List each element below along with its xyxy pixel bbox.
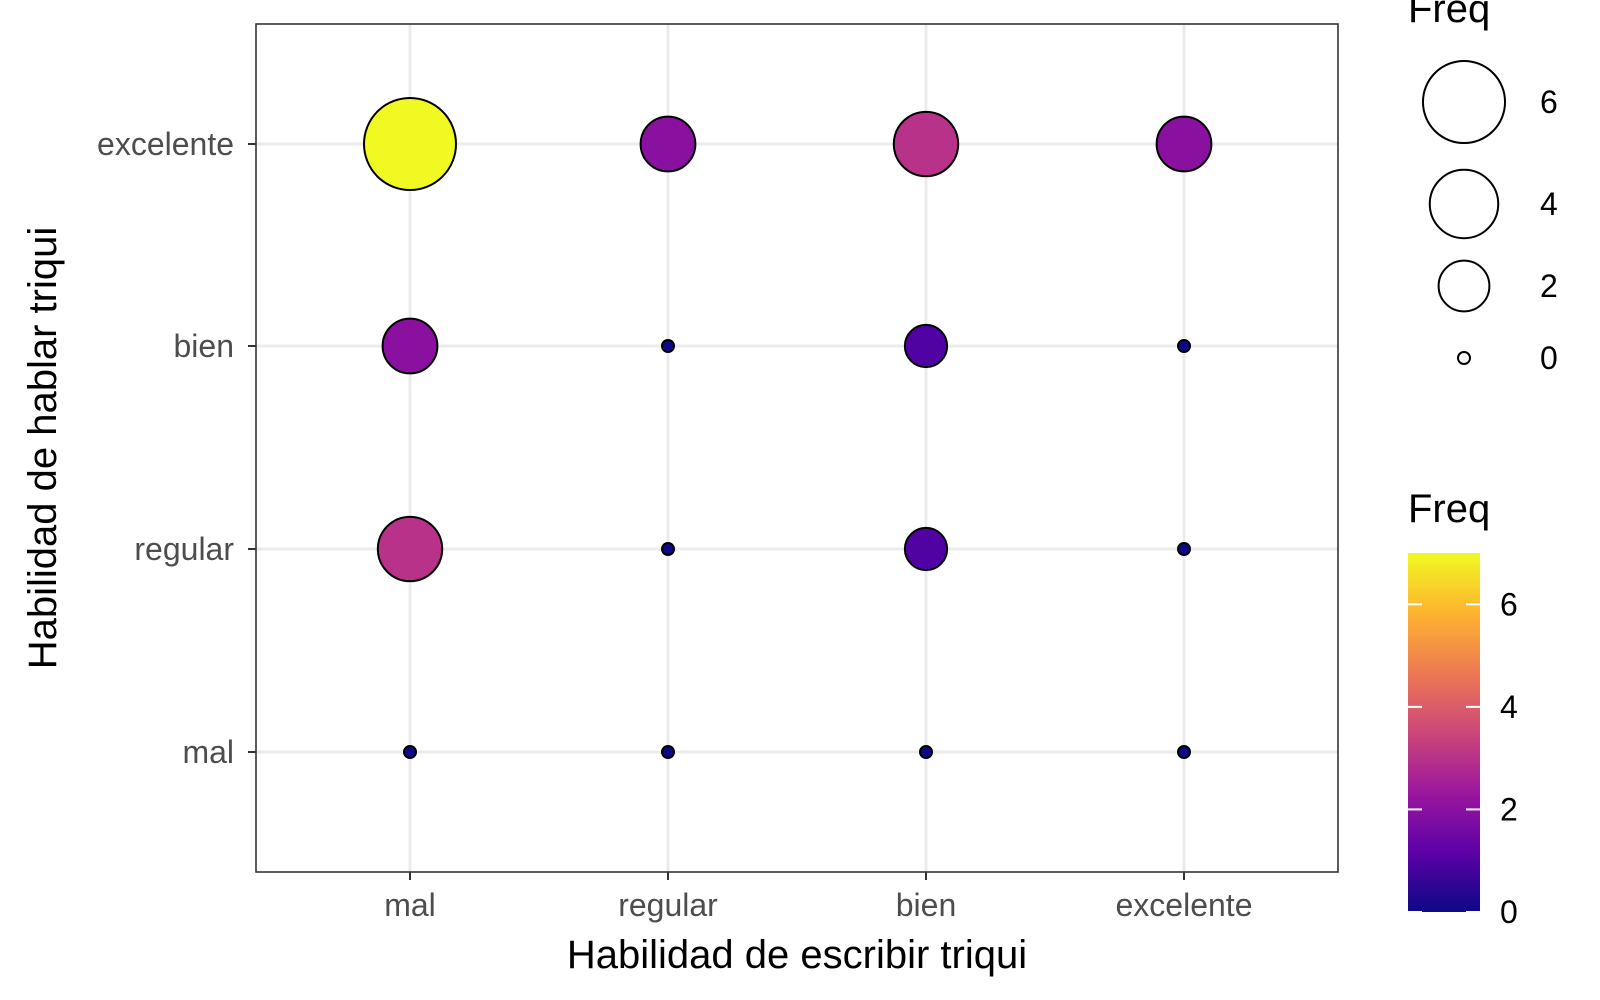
- size-legend-key-4: [1428, 168, 1500, 240]
- point-bien-regular: [903, 526, 949, 572]
- point-mal-bien: [381, 317, 439, 375]
- point-regular-excelente: [639, 115, 697, 173]
- size-legend-title: Freq: [1408, 0, 1490, 31]
- point-mal-regular: [376, 515, 444, 583]
- size-legend-label-0: 0: [1540, 340, 1558, 376]
- x-axis-title: Habilidad de escribir triqui: [567, 933, 1027, 977]
- y-axis: mal regular bien excelente: [97, 126, 256, 770]
- data-points: [363, 97, 1213, 759]
- x-axis: mal regular bien excelente: [384, 872, 1252, 923]
- color-legend-title: Freq: [1408, 487, 1490, 531]
- size-legend-key-6: [1421, 59, 1507, 145]
- size-legend: Freq 6 4 2 0: [1408, 0, 1558, 376]
- point-excelente-mal: [1177, 745, 1191, 759]
- y-tick-label-bien: bien: [174, 328, 235, 364]
- point-regular-regular: [661, 542, 675, 556]
- point-mal-excelente: [363, 97, 457, 191]
- point-bien-bien: [903, 323, 949, 369]
- point-bien-excelente: [892, 110, 960, 178]
- y-axis-title: Habilidad de hablar triqui: [21, 227, 65, 670]
- x-tick-label-mal: mal: [384, 887, 436, 923]
- size-legend-label-6: 6: [1540, 84, 1558, 120]
- point-excelente-regular: [1177, 542, 1191, 556]
- color-legend: Freq 0 2 4 6: [1408, 487, 1518, 930]
- color-bar: [1408, 553, 1480, 912]
- x-tick-label-regular: regular: [618, 887, 718, 923]
- size-legend-label-4: 4: [1540, 186, 1558, 222]
- point-regular-bien: [661, 339, 675, 353]
- x-tick-label-bien: bien: [896, 887, 957, 923]
- x-tick-label-excelente: excelente: [1116, 887, 1253, 923]
- size-legend-label-2: 2: [1540, 268, 1558, 304]
- color-legend-label-0: 0: [1500, 894, 1518, 930]
- point-excelente-bien: [1177, 339, 1191, 353]
- y-tick-label-excelente: excelente: [97, 126, 234, 162]
- size-legend-key-2: [1437, 259, 1491, 313]
- y-tick-label-regular: regular: [134, 531, 234, 567]
- size-legend-key-0: [1457, 351, 1471, 365]
- color-legend-label-4: 4: [1500, 689, 1518, 725]
- y-tick-label-mal: mal: [182, 734, 234, 770]
- color-legend-label-2: 2: [1500, 791, 1518, 827]
- point-regular-mal: [661, 745, 675, 759]
- color-legend-label-6: 6: [1500, 586, 1518, 622]
- point-mal-mal: [403, 745, 417, 759]
- point-bien-mal: [919, 745, 933, 759]
- point-excelente-excelente: [1155, 115, 1213, 173]
- plot-border: [255, 23, 1339, 873]
